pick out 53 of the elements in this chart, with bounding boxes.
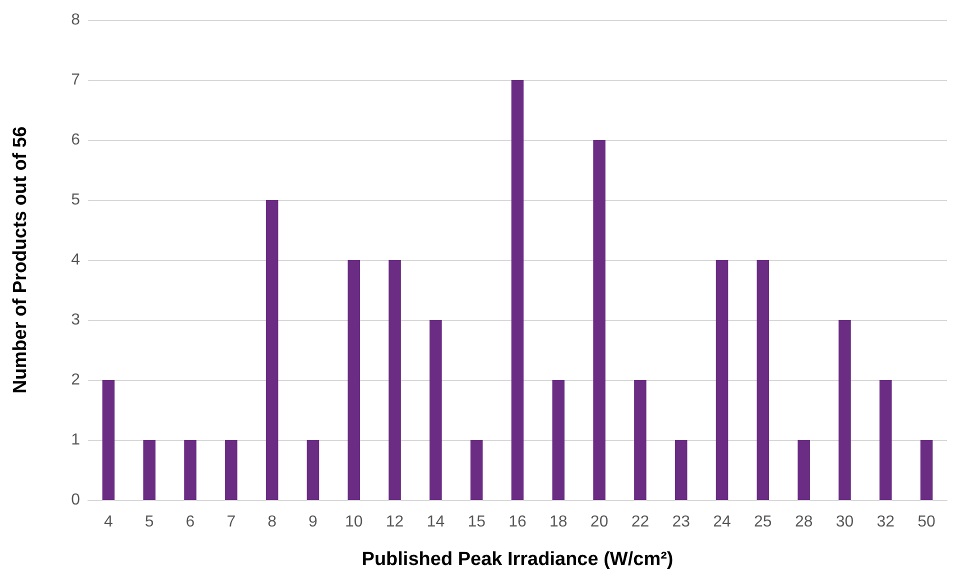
x-tick-label: 50	[918, 514, 936, 530]
bar	[470, 440, 483, 500]
x-tick-label: 25	[754, 514, 772, 530]
y-tick-label: 2	[71, 372, 80, 388]
y-tick-label: 1	[71, 432, 80, 448]
x-tick-label: 14	[426, 514, 445, 530]
bar	[306, 440, 320, 500]
bar	[756, 260, 770, 500]
bar	[674, 440, 688, 500]
bar	[920, 440, 933, 500]
bar	[388, 260, 401, 500]
bar	[593, 140, 606, 500]
y-tick-label: 3	[71, 312, 80, 328]
y-axis-title: Number of Products out of 56	[10, 126, 31, 394]
bar	[634, 380, 646, 500]
y-tick-label: 7	[71, 72, 80, 88]
x-tick-label: 7	[226, 514, 236, 530]
x-tick-label: 4	[104, 514, 113, 530]
x-tick-label: 9	[308, 514, 318, 530]
bar	[102, 380, 115, 500]
bar	[552, 380, 565, 500]
bar	[880, 380, 892, 500]
x-tick-label: 12	[386, 514, 404, 530]
x-tick-label: 30	[836, 514, 854, 530]
bar	[184, 440, 196, 500]
x-tick-label: 22	[631, 514, 650, 530]
x-tick-label: 20	[590, 514, 608, 530]
x-tick-label: 23	[672, 514, 690, 530]
bar	[798, 440, 810, 500]
y-tick-label: 8	[71, 12, 80, 28]
y-tick-label: 4	[71, 252, 80, 268]
x-tick-label: 10	[344, 514, 363, 530]
x-tick-label: 16	[508, 514, 526, 530]
y-tick-label: 6	[71, 132, 80, 148]
bar	[225, 440, 238, 500]
bar	[348, 260, 360, 500]
x-tick-label: 5	[144, 514, 154, 530]
bar	[838, 320, 851, 500]
bar	[430, 320, 442, 500]
x-tick-label: 28	[794, 514, 813, 530]
bar	[511, 80, 524, 500]
x-axis-title: Published Peak Irradiance (W/cm²)	[362, 549, 674, 570]
x-tick-label: 8	[268, 514, 277, 530]
x-tick-label: 15	[468, 514, 486, 530]
bar	[143, 440, 156, 500]
bar	[266, 200, 278, 500]
y-tick-label: 5	[71, 192, 80, 208]
bar	[716, 260, 728, 500]
x-tick-label: 6	[186, 514, 195, 530]
x-tick-label: 18	[550, 514, 568, 530]
x-tick-label: 32	[876, 514, 895, 530]
x-tick-label: 24	[713, 514, 732, 530]
y-tick-label: 0	[71, 492, 80, 508]
